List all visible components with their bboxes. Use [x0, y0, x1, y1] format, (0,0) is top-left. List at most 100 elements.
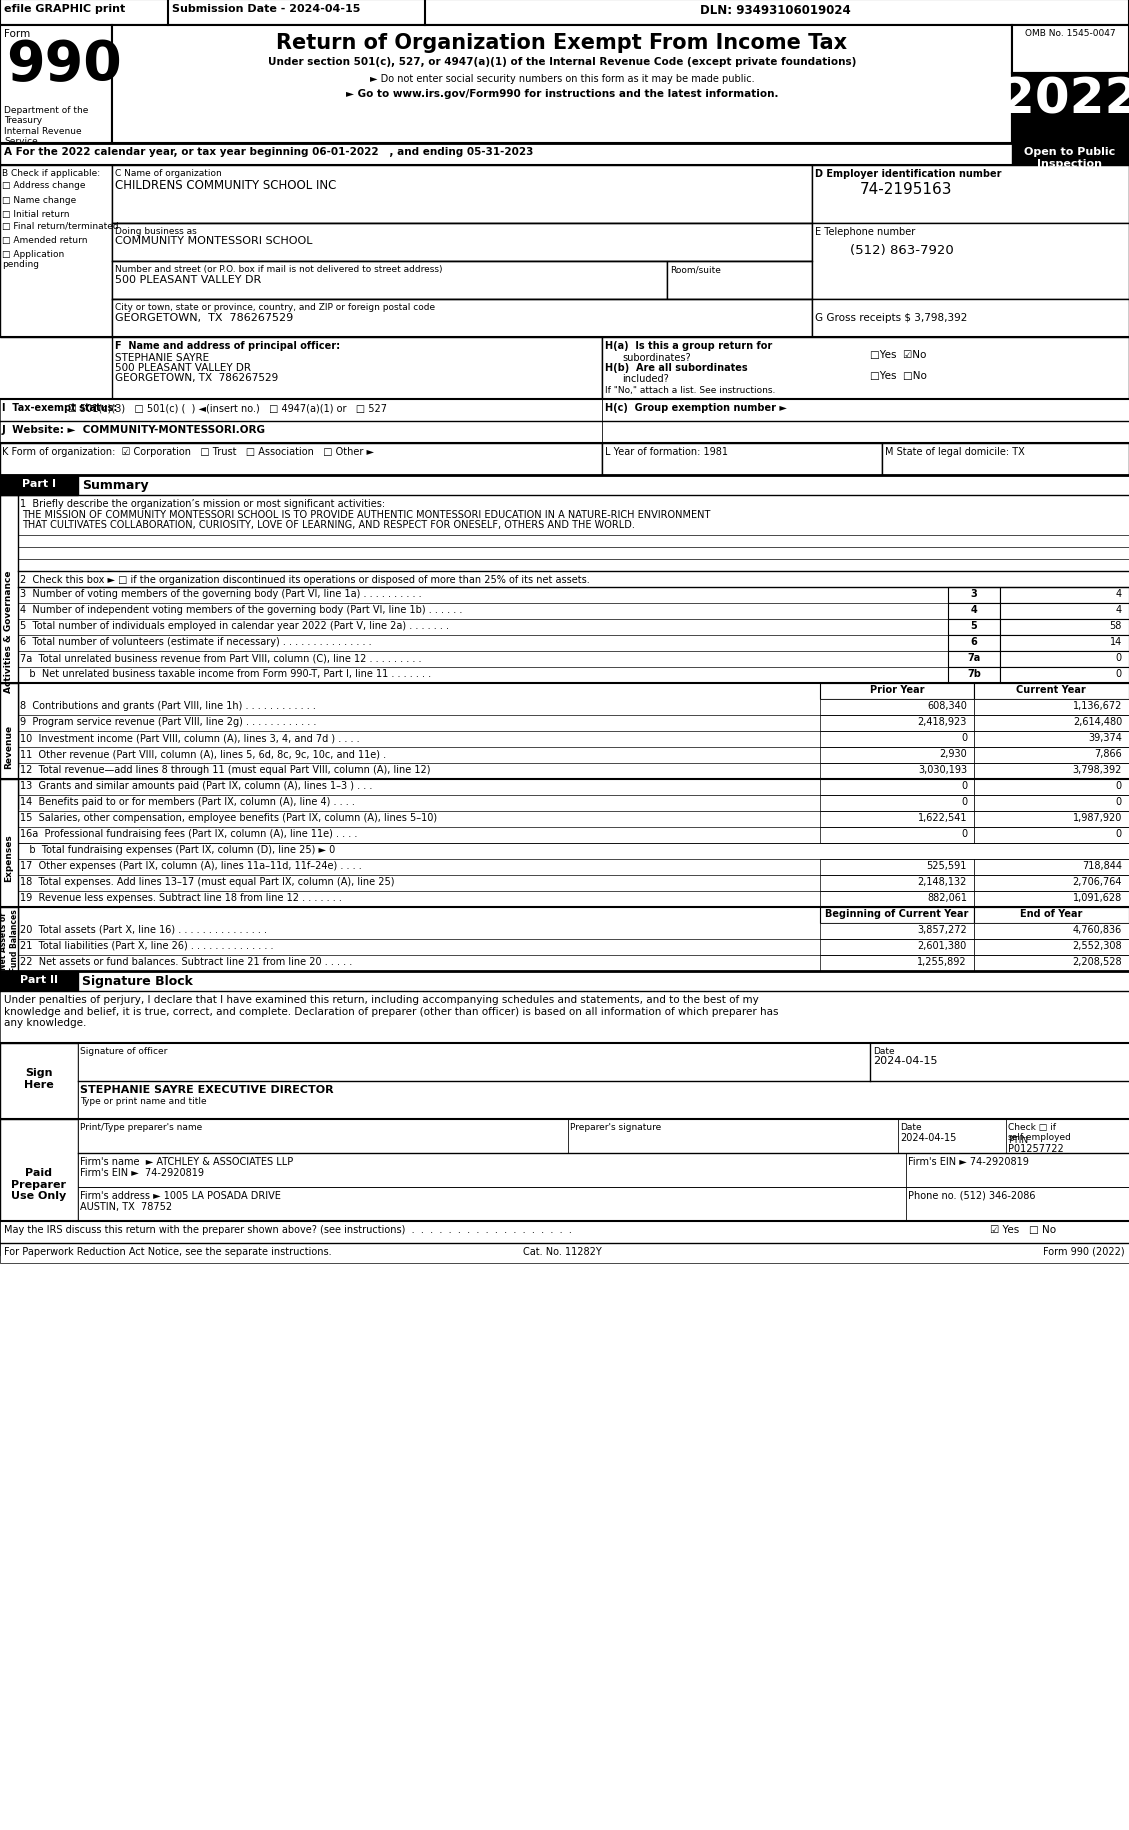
Bar — [112, 223, 812, 262]
Text: 9  Program service revenue (Part VIII, line 2g) . . . . . . . . . . . .: 9 Program service revenue (Part VIII, li… — [20, 717, 316, 727]
Text: 1  Briefly describe the organization’s mission or most significant activities:: 1 Briefly describe the organization’s mi… — [20, 500, 385, 509]
Bar — [974, 716, 1129, 732]
Text: J  Website: ►  COMMUNITY-MONTESSORI.ORG: J Website: ► COMMUNITY-MONTESSORI.ORG — [2, 425, 266, 436]
Text: 2,706,764: 2,706,764 — [1073, 877, 1122, 886]
Text: 7b: 7b — [968, 668, 981, 679]
Text: F  Name and address of principal officer:: F Name and address of principal officer: — [115, 340, 340, 351]
Bar — [820, 955, 974, 972]
Text: Paid
Preparer
Use Only: Paid Preparer Use Only — [11, 1168, 67, 1200]
Text: Net Assets or
Fund Balances: Net Assets or Fund Balances — [0, 910, 19, 972]
Bar — [974, 732, 1129, 748]
Bar — [812, 167, 1129, 223]
Text: End of Year: End of Year — [1019, 908, 1083, 919]
Text: Under penalties of perjury, I declare that I have examined this return, includin: Under penalties of perjury, I declare th… — [5, 994, 779, 1028]
Text: ☑ 501(c)(3)   □ 501(c) (  ) ◄(insert no.)   □ 4947(a)(1) or   □ 527: ☑ 501(c)(3) □ 501(c) ( ) ◄(insert no.) □… — [68, 403, 387, 414]
Bar — [602, 339, 1129, 399]
Text: CHILDRENS COMMUNITY SCHOOL INC: CHILDRENS COMMUNITY SCHOOL INC — [115, 179, 336, 192]
Text: 39,374: 39,374 — [1088, 732, 1122, 743]
Text: Open to Public
Inspection: Open to Public Inspection — [1024, 146, 1115, 168]
Bar — [974, 939, 1129, 955]
Text: Check □ if
self-employed: Check □ if self-employed — [1008, 1122, 1071, 1142]
Text: Sign
Here: Sign Here — [24, 1067, 54, 1089]
Text: M State of legal domicile: TX: M State of legal domicile: TX — [885, 447, 1025, 458]
Text: 14  Benefits paid to or for members (Part IX, column (A), line 4) . . . .: 14 Benefits paid to or for members (Part… — [20, 796, 355, 807]
Text: May the IRS discuss this return with the preparer shown above? (see instructions: May the IRS discuss this return with the… — [5, 1224, 572, 1233]
Text: 11  Other revenue (Part VIII, column (A), lines 5, 6d, 8c, 9c, 10c, and 11e) .: 11 Other revenue (Part VIII, column (A),… — [20, 748, 386, 759]
Bar — [0, 1120, 78, 1255]
Bar — [820, 908, 974, 924]
Text: Return of Organization Exempt From Income Tax: Return of Organization Exempt From Incom… — [277, 33, 848, 53]
Bar — [1012, 73, 1129, 145]
Bar — [112, 26, 1012, 145]
Bar — [948, 651, 1000, 668]
Text: Firm's name  ► ATCHLEY & ASSOCIATES LLP: Firm's name ► ATCHLEY & ASSOCIATES LLP — [80, 1157, 294, 1166]
Text: efile GRAPHIC print: efile GRAPHIC print — [5, 4, 125, 15]
Text: Number and street (or P.O. box if mail is not delivered to street address): Number and street (or P.O. box if mail i… — [115, 265, 443, 274]
Text: 2  Check this box ► □ if the organization discontinued its operations or dispose: 2 Check this box ► □ if the organization… — [20, 575, 589, 584]
Bar — [1000, 668, 1129, 684]
Text: ► Go to www.irs.gov/Form990 for instructions and the latest information.: ► Go to www.irs.gov/Form990 for instruct… — [345, 90, 778, 99]
Text: H(c)  Group exemption number ►: H(c) Group exemption number ► — [605, 403, 787, 414]
Text: I  Tax-exempt status:: I Tax-exempt status: — [2, 403, 117, 414]
Text: 2,930: 2,930 — [939, 748, 968, 759]
Text: 5: 5 — [971, 620, 978, 631]
Text: included?: included? — [622, 373, 668, 384]
Bar — [905, 1153, 1129, 1188]
Text: 1,622,541: 1,622,541 — [918, 813, 968, 822]
Bar — [112, 262, 667, 300]
Text: 16a  Professional fundraising fees (Part IX, column (A), line 11e) . . . .: 16a Professional fundraising fees (Part … — [20, 829, 358, 838]
Text: Expenses: Expenses — [5, 834, 14, 882]
Text: Signature Block: Signature Block — [82, 974, 193, 988]
Bar — [0, 1243, 1129, 1263]
Text: 608,340: 608,340 — [927, 701, 968, 710]
Text: 0: 0 — [961, 796, 968, 807]
Bar — [974, 860, 1129, 875]
Text: STEPHANIE SAYRE EXECUTIVE DIRECTOR: STEPHANIE SAYRE EXECUTIVE DIRECTOR — [80, 1085, 334, 1094]
Bar — [0, 1043, 78, 1122]
Text: Preparer's signature: Preparer's signature — [570, 1122, 662, 1131]
Text: 718,844: 718,844 — [1082, 860, 1122, 871]
Text: Signature of officer: Signature of officer — [80, 1047, 167, 1056]
Text: 2024-04-15: 2024-04-15 — [873, 1056, 937, 1065]
Bar — [820, 811, 974, 827]
Bar — [78, 1043, 1129, 1082]
Text: Part I: Part I — [21, 479, 56, 489]
Text: 21  Total liabilities (Part X, line 26) . . . . . . . . . . . . . .: 21 Total liabilities (Part X, line 26) .… — [20, 941, 273, 950]
Text: 0: 0 — [1115, 781, 1122, 791]
Text: DLN: 93493106019024: DLN: 93493106019024 — [700, 4, 851, 16]
Text: 12  Total revenue—add lines 8 through 11 (must equal Part VIII, column (A), line: 12 Total revenue—add lines 8 through 11 … — [20, 765, 430, 774]
Text: 0: 0 — [1115, 653, 1122, 662]
Text: □Yes  ☑No: □Yes ☑No — [870, 350, 927, 361]
Bar — [602, 421, 1129, 443]
Text: Print/Type preparer's name: Print/Type preparer's name — [80, 1122, 202, 1131]
Text: 3: 3 — [971, 589, 978, 598]
Bar — [820, 875, 974, 891]
Text: H(a)  Is this a group return for: H(a) Is this a group return for — [605, 340, 772, 351]
Text: 0: 0 — [1115, 829, 1122, 838]
Text: 1,987,920: 1,987,920 — [1073, 813, 1122, 822]
Text: 1,255,892: 1,255,892 — [918, 957, 968, 966]
Bar — [0, 476, 78, 496]
Bar — [820, 748, 974, 763]
Bar — [974, 908, 1129, 924]
Text: 74-2195163: 74-2195163 — [860, 181, 953, 198]
Bar — [78, 1153, 905, 1188]
Text: Current Year: Current Year — [1016, 684, 1086, 695]
Bar — [602, 443, 882, 476]
Bar — [0, 496, 18, 767]
Bar — [905, 1188, 1129, 1221]
Text: Cat. No. 11282Y: Cat. No. 11282Y — [523, 1246, 602, 1257]
Text: 500 PLEASANT VALLEY DR: 500 PLEASANT VALLEY DR — [115, 274, 261, 285]
Text: AUSTIN, TX  78752: AUSTIN, TX 78752 — [80, 1200, 172, 1211]
Bar — [820, 827, 974, 844]
Bar — [0, 972, 78, 992]
Bar — [882, 443, 1129, 476]
Bar — [974, 875, 1129, 891]
Text: 500 PLEASANT VALLEY DR: 500 PLEASANT VALLEY DR — [115, 362, 251, 373]
Text: 2,418,923: 2,418,923 — [918, 717, 968, 727]
Bar — [974, 796, 1129, 811]
Text: Firm's EIN ► 74-2920819: Firm's EIN ► 74-2920819 — [908, 1157, 1029, 1166]
Bar — [974, 827, 1129, 844]
Text: A For the 2022 calendar year, or tax year beginning 06-01-2022   , and ending 05: A For the 2022 calendar year, or tax yea… — [5, 146, 533, 157]
Bar — [0, 684, 18, 809]
